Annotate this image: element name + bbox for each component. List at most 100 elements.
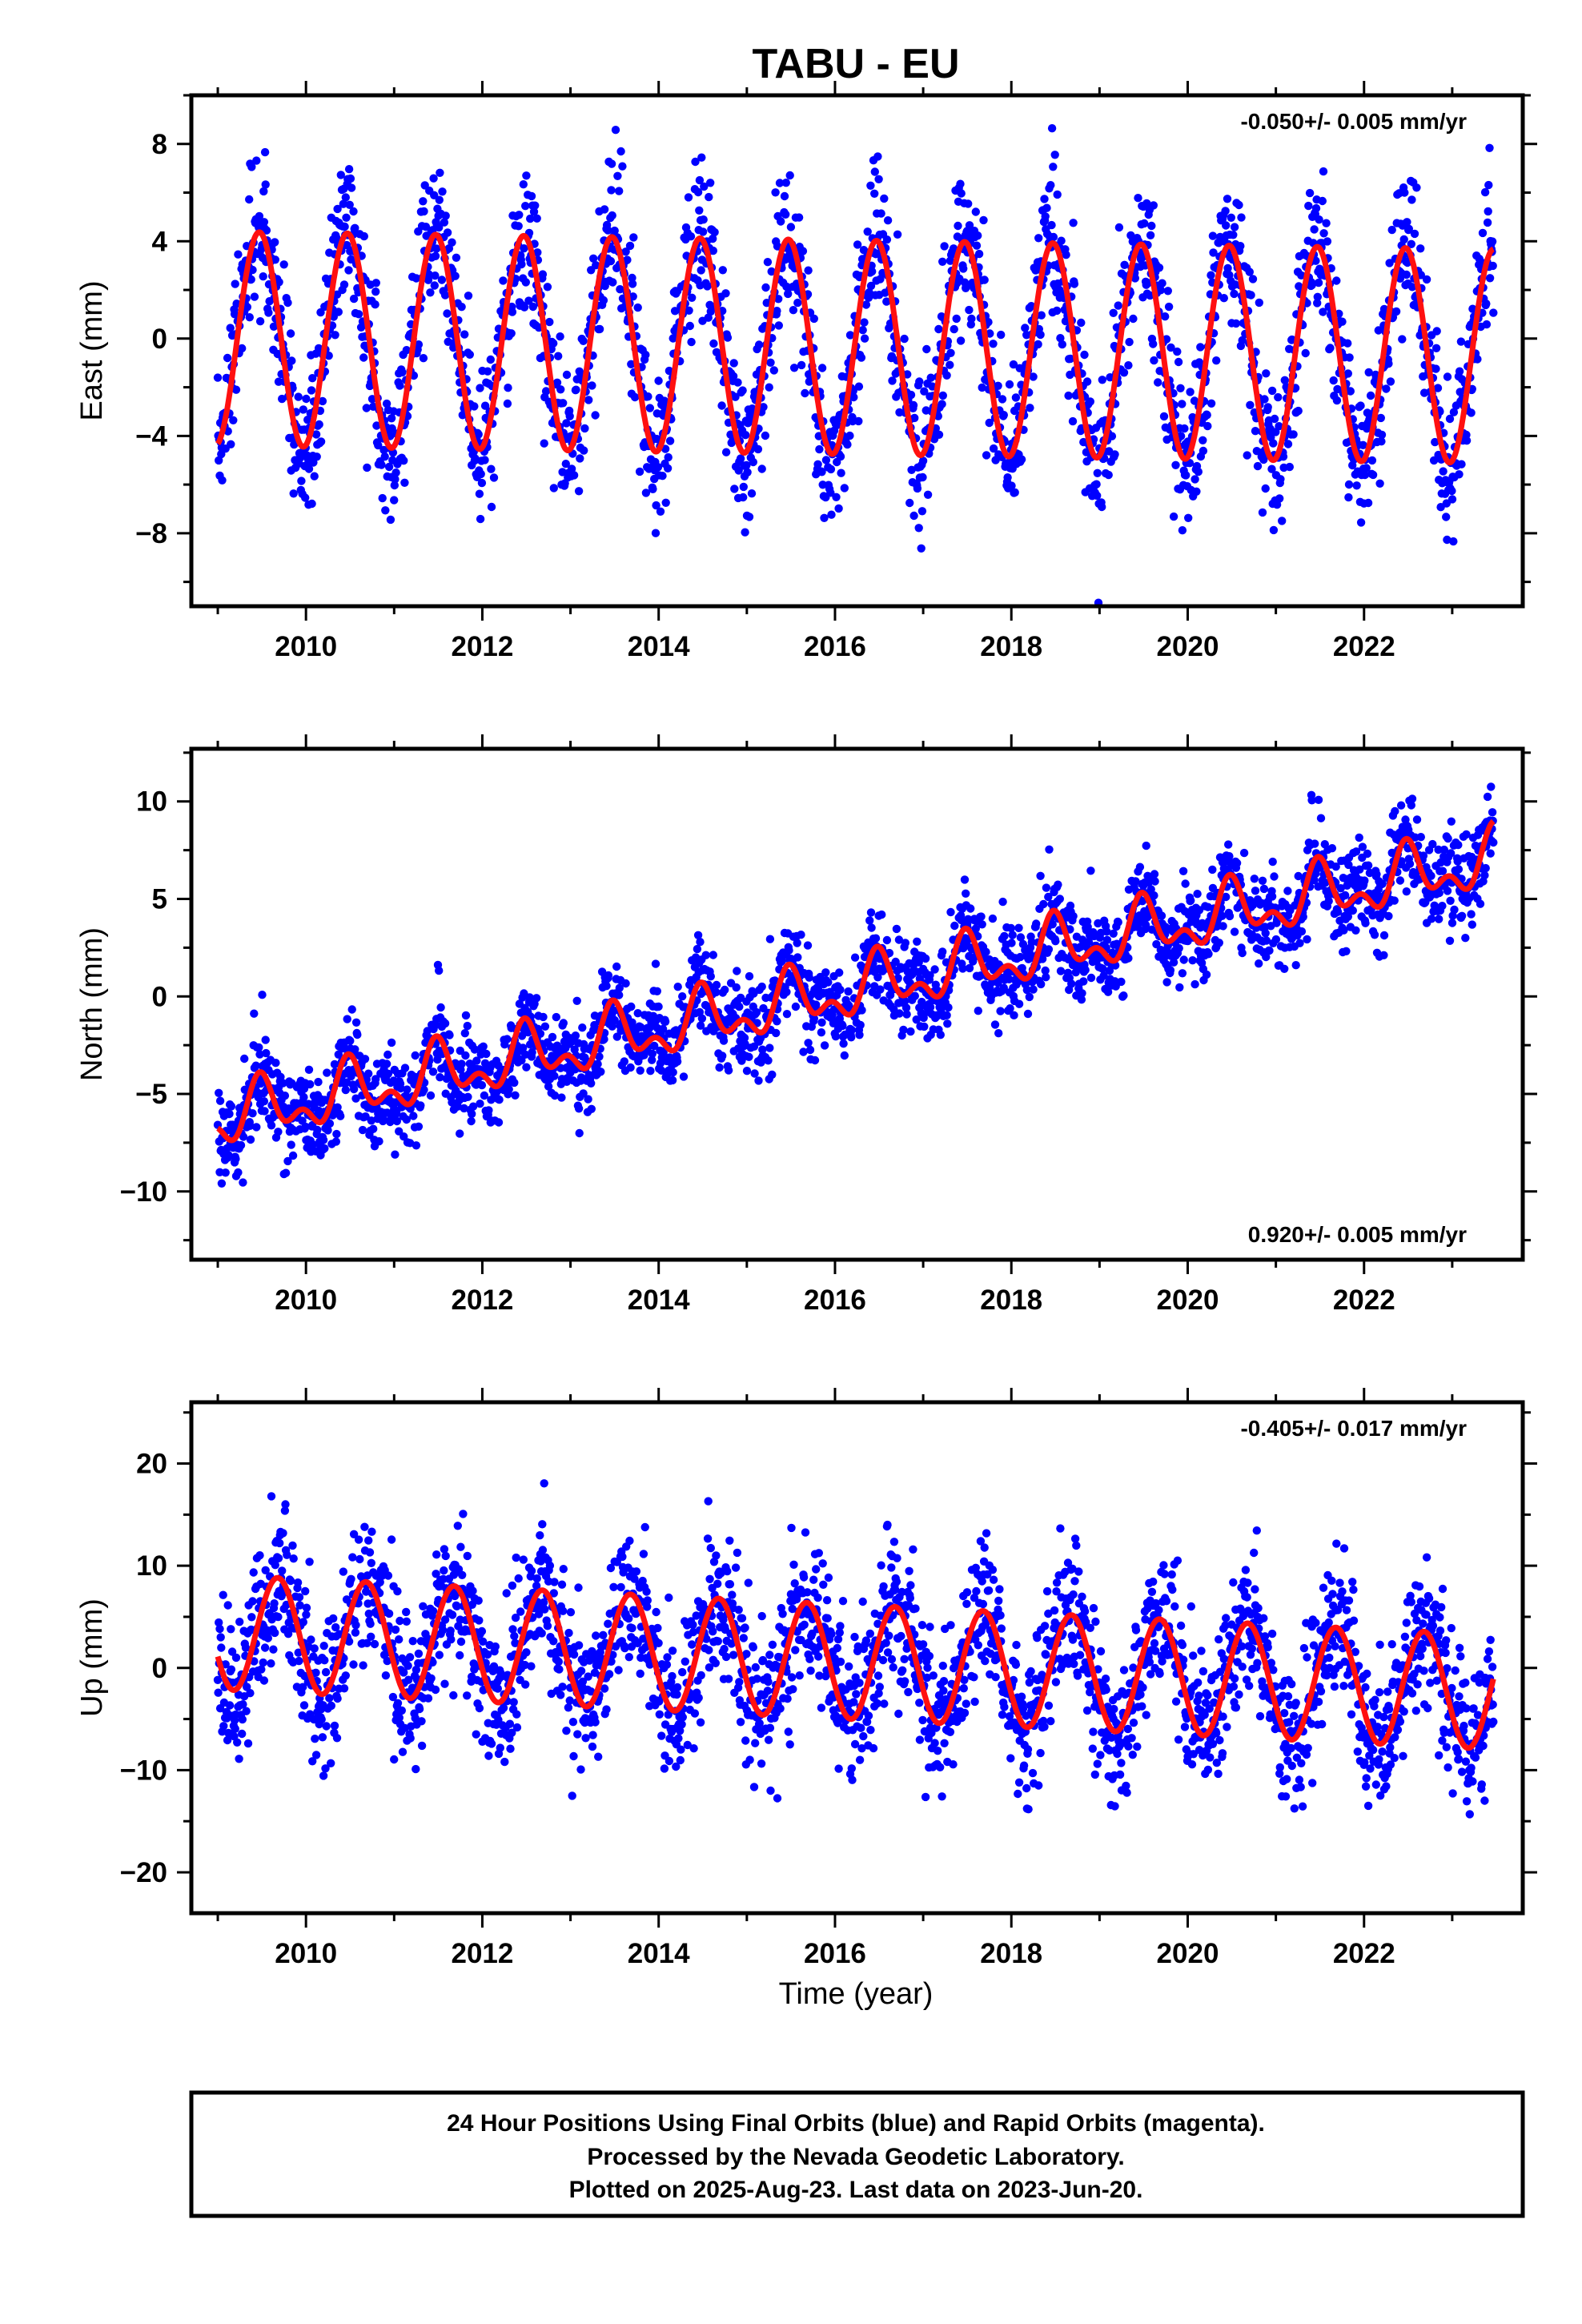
north-data-point bbox=[877, 910, 886, 919]
east-data-point bbox=[480, 401, 490, 410]
east-data-point bbox=[616, 285, 624, 294]
north-data-point bbox=[596, 1068, 605, 1076]
east-data-point bbox=[349, 294, 359, 304]
east-data-point bbox=[865, 287, 873, 297]
north-data-point bbox=[375, 1137, 383, 1146]
east-data-point bbox=[848, 416, 857, 426]
chart-title: TABU - EU bbox=[752, 41, 959, 87]
east-data-point bbox=[223, 353, 232, 363]
north-data-point bbox=[280, 1092, 290, 1100]
north-data-point bbox=[495, 1096, 504, 1104]
north-data-point bbox=[812, 1000, 821, 1009]
east-data-point bbox=[429, 174, 438, 183]
east-data-point bbox=[248, 265, 257, 275]
east-data-point bbox=[1192, 487, 1201, 496]
east-data-point bbox=[1184, 513, 1193, 522]
east-data-point bbox=[709, 339, 718, 348]
east-data-point bbox=[398, 368, 407, 377]
north-data-point bbox=[1032, 919, 1041, 928]
east-data-point bbox=[333, 204, 342, 214]
east-data-point bbox=[1489, 308, 1498, 317]
east-data-point bbox=[826, 489, 835, 497]
east-data-point bbox=[390, 480, 399, 490]
east-data-point bbox=[1387, 225, 1396, 235]
north-data-point bbox=[1402, 887, 1411, 896]
east-data-point bbox=[820, 513, 829, 522]
north-data-point bbox=[248, 1109, 257, 1118]
north-data-point bbox=[539, 1012, 548, 1022]
east-data-point bbox=[334, 308, 343, 316]
east-data-point bbox=[1294, 406, 1303, 416]
east-data-point bbox=[974, 231, 982, 240]
east-data-point bbox=[556, 385, 565, 394]
east-data-point bbox=[1245, 267, 1255, 276]
north-data-point bbox=[571, 1031, 580, 1040]
east-data-point bbox=[339, 199, 347, 208]
north-data-point bbox=[1265, 946, 1274, 955]
north-data-point bbox=[901, 939, 910, 947]
east-data-point bbox=[483, 367, 492, 376]
north-data-point bbox=[369, 1124, 378, 1133]
north-data-point bbox=[764, 1056, 773, 1065]
east-data-point bbox=[1040, 195, 1049, 203]
north-data-point bbox=[1443, 834, 1452, 843]
north-data-point bbox=[824, 978, 833, 987]
north-data-point bbox=[1348, 906, 1358, 915]
east-data-point bbox=[721, 289, 730, 298]
east-data-point bbox=[1046, 181, 1055, 190]
north-data-point bbox=[1316, 814, 1326, 822]
north-data-point bbox=[1280, 964, 1289, 974]
east-data-point bbox=[866, 281, 876, 291]
north-data-point bbox=[234, 1168, 243, 1177]
north-data-point bbox=[313, 1125, 322, 1135]
east-data-point bbox=[465, 350, 474, 359]
east-data-point bbox=[623, 255, 632, 264]
east-data-point bbox=[421, 223, 431, 231]
east-data-point bbox=[641, 350, 650, 360]
east-data-point bbox=[1478, 228, 1488, 238]
east-data-point bbox=[227, 440, 235, 448]
east-data-point bbox=[644, 392, 652, 401]
east-data-point bbox=[1447, 486, 1456, 496]
east-data-point bbox=[1431, 364, 1440, 373]
north-data-point bbox=[281, 1168, 291, 1177]
east-data-point bbox=[665, 366, 674, 376]
east-data-point bbox=[1003, 473, 1012, 482]
east-data-point bbox=[854, 416, 863, 426]
north-data-point bbox=[457, 1059, 466, 1068]
north-data-point bbox=[844, 987, 853, 996]
north-data-point bbox=[1186, 896, 1195, 905]
east-data-point bbox=[1207, 399, 1216, 408]
east-data-point bbox=[845, 431, 854, 440]
north-data-point bbox=[314, 1077, 323, 1087]
east-data-point bbox=[1366, 391, 1375, 400]
north-data-point bbox=[464, 1092, 472, 1102]
north-data-point bbox=[231, 1154, 240, 1164]
y-tick-label: 8 bbox=[152, 129, 167, 160]
east-data-point bbox=[736, 454, 745, 463]
east-data-point bbox=[294, 392, 303, 401]
east-data-point bbox=[351, 223, 359, 232]
east-data-point bbox=[438, 187, 447, 196]
north-data-point bbox=[1150, 877, 1159, 886]
y-tick-label: 4 bbox=[152, 226, 168, 257]
north-data-point bbox=[411, 1051, 420, 1060]
east-data-point bbox=[307, 386, 316, 395]
east-data-point bbox=[964, 199, 973, 208]
east-data-point bbox=[414, 340, 424, 349]
north-data-point bbox=[805, 1045, 815, 1055]
north-data-point bbox=[1314, 795, 1323, 804]
north-data-point bbox=[996, 1007, 1005, 1015]
east-data-point bbox=[648, 485, 657, 493]
east-data-point bbox=[1098, 502, 1106, 512]
east-data-point bbox=[1052, 306, 1062, 316]
east-data-point bbox=[1462, 436, 1472, 445]
east-data-point bbox=[1399, 235, 1408, 244]
north-data-point bbox=[1079, 977, 1088, 986]
east-data-point bbox=[1375, 479, 1384, 488]
north-data-point bbox=[260, 1107, 269, 1116]
east-data-point bbox=[658, 472, 667, 480]
east-data-point bbox=[1431, 344, 1441, 352]
north-data-point bbox=[221, 1168, 230, 1177]
north-data-point bbox=[839, 1039, 848, 1048]
